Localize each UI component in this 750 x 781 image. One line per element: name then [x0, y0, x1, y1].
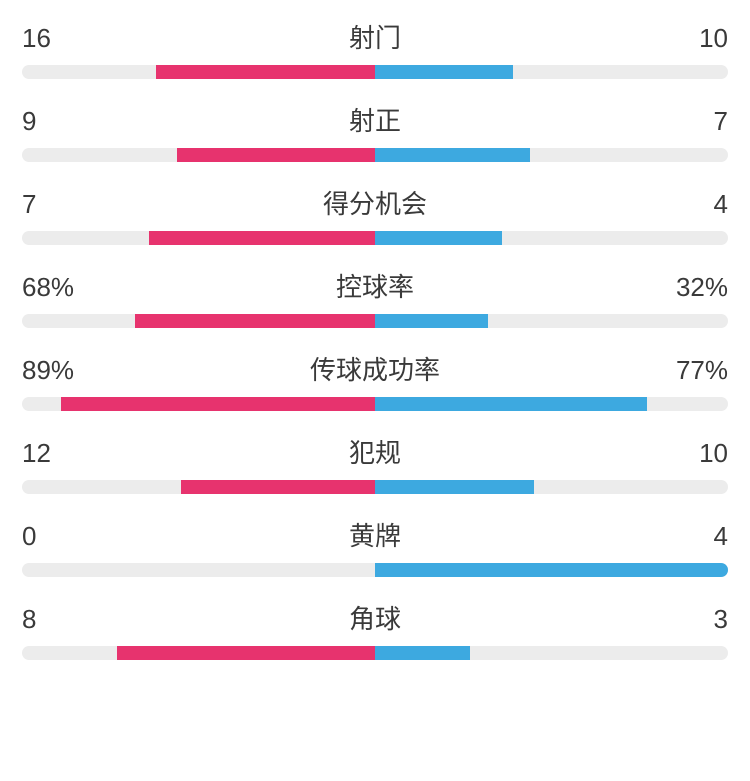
stat-bar-left-track — [22, 480, 375, 494]
stat-bar-left-track — [22, 314, 375, 328]
stat-left-value: 0 — [22, 521, 82, 552]
stat-header: 89%传球成功率77% — [22, 350, 728, 387]
stat-left-value: 16 — [22, 23, 82, 54]
stat-bar-left-fill — [181, 480, 375, 494]
stat-bar-right-fill — [375, 148, 530, 162]
stat-right-value: 77% — [668, 355, 728, 386]
stat-header: 9射正7 — [22, 101, 728, 138]
stat-right-value: 4 — [668, 521, 728, 552]
stat-bar-left-fill — [177, 148, 375, 162]
stat-bar-right-track — [375, 231, 728, 245]
stat-header: 8角球3 — [22, 599, 728, 636]
stat-bar-track — [22, 563, 728, 577]
stat-row: 89%传球成功率77% — [22, 350, 728, 411]
stat-bar-right-track — [375, 563, 728, 577]
stat-bar-left-track — [22, 397, 375, 411]
stat-right-value: 7 — [668, 106, 728, 137]
stat-bar-right-track — [375, 65, 728, 79]
stat-bar-right-track — [375, 646, 728, 660]
stat-bar-track — [22, 646, 728, 660]
stat-bar-left-track — [22, 148, 375, 162]
stat-bar-track — [22, 231, 728, 245]
stat-row: 16射门10 — [22, 18, 728, 79]
stat-label: 得分机会 — [82, 184, 668, 221]
stat-label: 射门 — [82, 18, 668, 55]
stat-row: 8角球3 — [22, 599, 728, 660]
stat-bar-right-fill — [375, 563, 728, 577]
stat-bar-track — [22, 397, 728, 411]
stat-bar-left-fill — [149, 231, 375, 245]
stat-bar-track — [22, 65, 728, 79]
stat-right-value: 32% — [668, 272, 728, 303]
match-stats-chart: 16射门109射正77得分机会468%控球率32%89%传球成功率77%12犯规… — [22, 18, 728, 660]
stat-header: 68%控球率32% — [22, 267, 728, 304]
stat-label: 传球成功率 — [82, 350, 668, 387]
stat-bar-left-fill — [61, 397, 375, 411]
stat-header: 0黄牌4 — [22, 516, 728, 553]
stat-header: 16射门10 — [22, 18, 728, 55]
stat-left-value: 89% — [22, 355, 82, 386]
stat-right-value: 3 — [668, 604, 728, 635]
stat-row: 12犯规10 — [22, 433, 728, 494]
stat-bar-right-track — [375, 148, 728, 162]
stat-bar-right-track — [375, 314, 728, 328]
stat-bar-left-track — [22, 231, 375, 245]
stat-bar-track — [22, 480, 728, 494]
stat-label: 犯规 — [82, 433, 668, 470]
stat-right-value: 10 — [668, 23, 728, 54]
stat-bar-track — [22, 148, 728, 162]
stat-left-value: 12 — [22, 438, 82, 469]
stat-label: 角球 — [82, 599, 668, 636]
stat-label: 射正 — [82, 101, 668, 138]
stat-bar-track — [22, 314, 728, 328]
stat-label: 黄牌 — [82, 516, 668, 553]
stat-bar-left-track — [22, 563, 375, 577]
stat-right-value: 4 — [668, 189, 728, 220]
stat-label: 控球率 — [82, 267, 668, 304]
stat-header: 7得分机会4 — [22, 184, 728, 221]
stat-left-value: 68% — [22, 272, 82, 303]
stat-bar-right-fill — [375, 314, 488, 328]
stat-bar-left-fill — [156, 65, 375, 79]
stat-row: 0黄牌4 — [22, 516, 728, 577]
stat-bar-right-fill — [375, 480, 534, 494]
stat-bar-left-track — [22, 65, 375, 79]
stat-bar-right-track — [375, 397, 728, 411]
stat-bar-left-fill — [117, 646, 375, 660]
stat-left-value: 9 — [22, 106, 82, 137]
stat-bar-right-fill — [375, 65, 513, 79]
stat-bar-left-track — [22, 646, 375, 660]
stat-bar-left-fill — [135, 314, 375, 328]
stat-right-value: 10 — [668, 438, 728, 469]
stat-row: 7得分机会4 — [22, 184, 728, 245]
stat-bar-right-track — [375, 480, 728, 494]
stat-row: 68%控球率32% — [22, 267, 728, 328]
stat-bar-right-fill — [375, 646, 470, 660]
stat-bar-right-fill — [375, 397, 647, 411]
stat-row: 9射正7 — [22, 101, 728, 162]
stat-left-value: 7 — [22, 189, 82, 220]
stat-bar-right-fill — [375, 231, 502, 245]
stat-left-value: 8 — [22, 604, 82, 635]
stat-header: 12犯规10 — [22, 433, 728, 470]
